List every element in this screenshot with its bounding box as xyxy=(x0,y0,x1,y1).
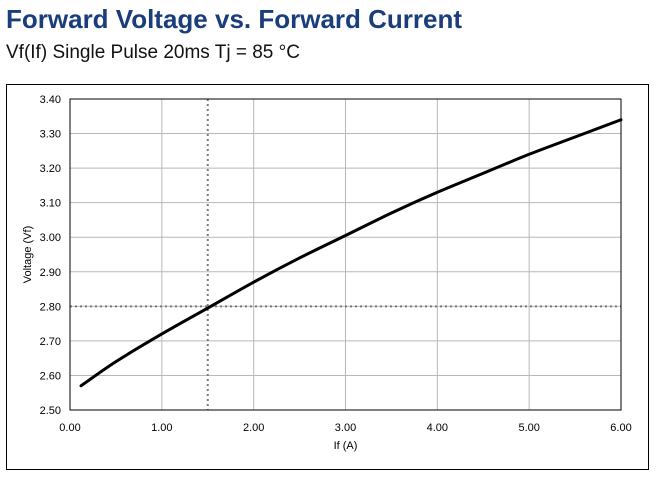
series-line xyxy=(79,118,623,388)
chart-frame xyxy=(6,84,649,470)
y-tick-label: 2.60 xyxy=(40,370,61,382)
y-tick-label: 3.10 xyxy=(40,198,61,210)
y-tick-label: 3.30 xyxy=(40,129,61,141)
x-tick-label: 3.00 xyxy=(335,422,356,434)
y-tick-label: 2.80 xyxy=(40,301,61,313)
chart-title: Forward Voltage vs. Forward Current xyxy=(6,4,463,34)
x-tick-label: 2.00 xyxy=(243,422,264,434)
x-tick-label: 5.00 xyxy=(518,422,539,434)
x-axis-label: If (A) xyxy=(334,440,358,452)
x-tick-label: 6.00 xyxy=(610,422,631,434)
y-axis-label: Voltage (Vf) xyxy=(22,226,34,283)
x-tick-labels: 0.00 1.00 2.00 3.00 4.00 5.00 6.00 xyxy=(59,422,631,434)
y-tick-label: 2.50 xyxy=(40,405,61,417)
plot-area-border xyxy=(69,98,622,411)
series-layer xyxy=(79,118,623,388)
y-tick-label: 2.70 xyxy=(40,336,61,348)
grid-lines xyxy=(69,98,622,411)
y-tick-labels: 2.50 2.60 2.70 2.80 2.90 3.00 3.10 3.20 3.30 3.40 xyxy=(40,94,61,417)
y-tick-label: 3.20 xyxy=(40,163,61,175)
y-tick-label: 3.40 xyxy=(40,94,61,106)
chart-subtitle: Vf(If) Single Pulse 20ms Tj = 85 °C xyxy=(6,42,300,63)
x-tick-label: 4.00 xyxy=(427,422,448,434)
reference-lines xyxy=(70,99,621,410)
x-tick-label: 1.00 xyxy=(151,422,172,434)
x-tick-label: 0.00 xyxy=(59,422,80,434)
y-tick-label: 3.00 xyxy=(40,232,61,244)
y-tick-label: 2.90 xyxy=(40,267,61,279)
